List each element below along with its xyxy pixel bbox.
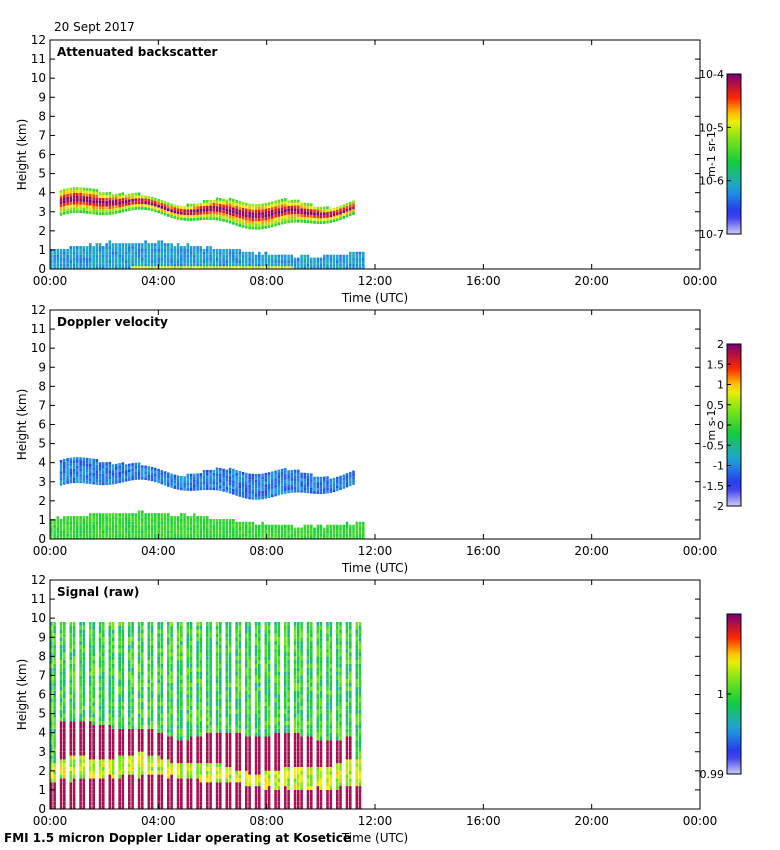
y-tick-label: 3 (38, 205, 46, 219)
x-tick-label: 16:00 (466, 814, 501, 828)
x-tick-label: 20:00 (574, 274, 609, 288)
x-tick-label: 04:00 (141, 814, 176, 828)
colorbar-tick-label: -2 (713, 500, 724, 513)
x-axis-label: Time (UTC) (341, 291, 408, 305)
y-tick-label: 1 (38, 783, 46, 797)
y-tick-label: 8 (38, 379, 46, 393)
y-tick-label: 2 (38, 764, 46, 778)
colorbar-unit-label: m-1 sr-1 (705, 131, 718, 177)
y-tick-label: 1 (38, 513, 46, 527)
y-tick-label: 5 (38, 707, 46, 721)
y-tick-label: 5 (38, 437, 46, 451)
x-tick-label: 12:00 (358, 544, 393, 558)
y-axis-label: Height (km) (15, 659, 29, 730)
y-tick-label: 0 (38, 262, 46, 276)
x-tick-label: 04:00 (141, 274, 176, 288)
x-tick-label: 20:00 (574, 544, 609, 558)
panel-title: Doppler velocity (57, 315, 168, 329)
heatmap-cells (50, 622, 362, 809)
plot-frame (49, 39, 701, 270)
x-axis-label: Time (UTC) (341, 831, 408, 845)
y-tick-label: 3 (38, 745, 46, 759)
y-tick-label: 8 (38, 109, 46, 123)
x-tick-label: 08:00 (249, 274, 284, 288)
x-axis-label: Time (UTC) (341, 561, 408, 575)
y-tick-label: 10 (31, 341, 46, 355)
colorbar-tick-label: -0.5 (703, 439, 724, 452)
y-tick-label: 9 (38, 360, 46, 374)
x-tick-label: 00:00 (33, 814, 68, 828)
y-tick-label: 12 (31, 573, 46, 587)
x-tick-label: 00:00 (683, 274, 718, 288)
y-axis-label: Height (km) (15, 119, 29, 190)
x-tick-label: 00:00 (33, 274, 68, 288)
colorbar-tick-label: -1 (713, 460, 724, 473)
x-tick-label: 08:00 (249, 544, 284, 558)
x-tick-label: 20:00 (574, 814, 609, 828)
y-tick-label: 0 (38, 532, 46, 546)
y-tick-label: 12 (31, 303, 46, 317)
y-tick-label: 1 (38, 243, 46, 257)
y-tick-label: 6 (38, 688, 46, 702)
x-tick-label: 16:00 (466, 544, 501, 558)
footer-caption: FMI 1.5 micron Doppler Lidar operating a… (4, 831, 351, 845)
colorbar-tick-label: 1 (717, 688, 724, 701)
colorbar-tick-label: 10-7 (699, 228, 724, 241)
y-tick-label: 6 (38, 418, 46, 432)
y-tick-label: 7 (38, 128, 46, 142)
date-label: 20 Sept 2017 (54, 20, 135, 34)
y-tick-label: 7 (38, 668, 46, 682)
y-tick-label: 4 (38, 186, 46, 200)
colorbar-tick-label: 1 (717, 379, 724, 392)
panel-title: Attenuated backscatter (57, 45, 217, 59)
y-tick-label: 9 (38, 90, 46, 104)
y-tick-label: 5 (38, 167, 46, 181)
y-tick-label: 10 (31, 71, 46, 85)
y-tick-label: 6 (38, 148, 46, 162)
y-tick-label: 4 (38, 726, 46, 740)
y-axis-label: Height (km) (15, 389, 29, 460)
x-tick-label: 16:00 (466, 274, 501, 288)
y-tick-label: 12 (31, 33, 46, 47)
panel-title: Signal (raw) (57, 585, 139, 599)
colorbar-tick-label: 1.5 (707, 358, 725, 371)
y-tick-label: 11 (31, 592, 46, 606)
colorbar-tick-label: 10-4 (699, 68, 724, 81)
y-tick-label: 4 (38, 456, 46, 470)
colorbar (726, 73, 742, 235)
y-tick-label: 2 (38, 494, 46, 508)
colorbar-tick-label: 0 (717, 419, 724, 432)
x-tick-label: 12:00 (358, 274, 393, 288)
colorbar-tick-label: 10-5 (699, 121, 724, 134)
heatmap-cells (50, 457, 365, 539)
x-tick-label: 08:00 (249, 814, 284, 828)
y-tick-label: 3 (38, 475, 46, 489)
colorbar-tick-label: 0.5 (707, 399, 725, 412)
y-tick-label: 10 (31, 611, 46, 625)
x-tick-label: 12:00 (358, 814, 393, 828)
colorbar-tick-label: 2 (717, 338, 724, 351)
x-tick-label: 00:00 (683, 814, 718, 828)
y-tick-label: 0 (38, 802, 46, 816)
y-tick-label: 11 (31, 52, 46, 66)
y-tick-label: 9 (38, 630, 46, 644)
x-tick-label: 04:00 (141, 544, 176, 558)
colorbar-unit-label: m s-1 (705, 410, 718, 441)
y-tick-label: 11 (31, 322, 46, 336)
heatmap-cells (50, 187, 365, 269)
colorbar-tick-label: -1.5 (703, 480, 724, 493)
colorbar-tick-label: 0.99 (700, 768, 725, 781)
x-tick-label: 00:00 (683, 544, 718, 558)
x-tick-label: 00:00 (33, 544, 68, 558)
plot-frame (49, 309, 701, 540)
colorbar-tick-label: 10-6 (699, 175, 724, 188)
y-tick-label: 8 (38, 649, 46, 663)
y-tick-label: 2 (38, 224, 46, 238)
y-tick-label: 7 (38, 398, 46, 412)
